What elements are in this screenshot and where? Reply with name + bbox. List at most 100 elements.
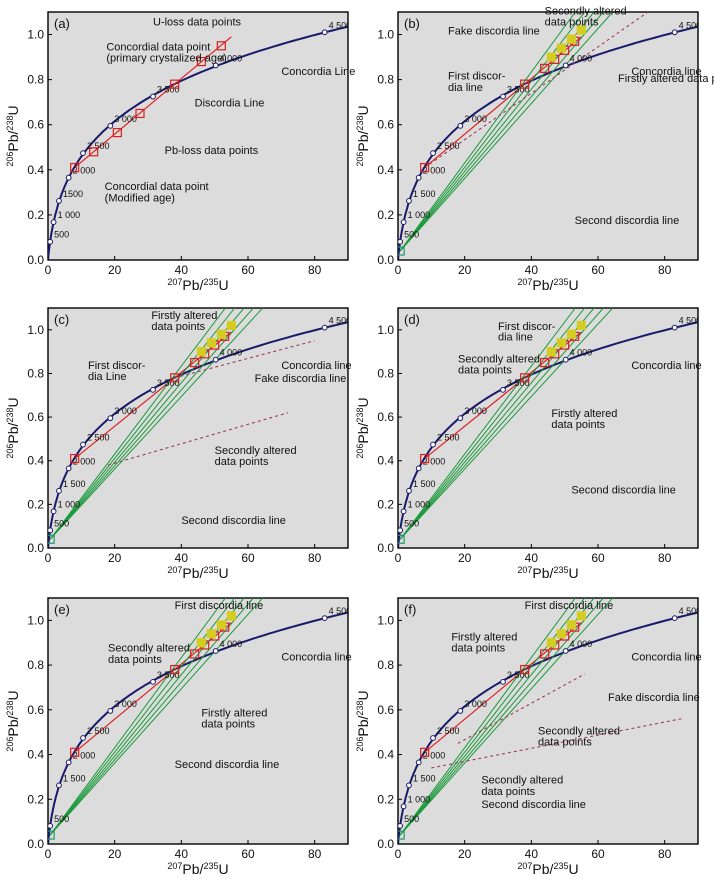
data-point xyxy=(546,638,556,648)
age-marker xyxy=(415,174,422,181)
data-point xyxy=(196,347,206,357)
y-axis-label: 206Pb/238U xyxy=(5,690,21,751)
x-tick-label: 80 xyxy=(658,551,672,565)
annotation-label: Second discordia line xyxy=(571,484,676,496)
y-tick-label: 0.6 xyxy=(377,410,394,424)
x-tick-label: 0 xyxy=(45,551,52,565)
age-marker xyxy=(398,527,404,534)
age-marker xyxy=(80,441,86,448)
age-label: 3 500 xyxy=(157,378,180,388)
x-tick-label: 0 xyxy=(395,847,402,861)
age-label: 4 500 Ma xyxy=(329,316,367,326)
data-point xyxy=(540,649,550,659)
data-point xyxy=(540,63,550,73)
age-label: 2 500 xyxy=(87,726,110,736)
x-tick-label: 0 xyxy=(395,551,402,565)
x-tick-label: 60 xyxy=(241,263,255,277)
plot-content: 500 1 000 1 500 2 000 2 500 3 000 3 500 4 000 4 … xyxy=(398,598,714,844)
annotation-label: Firstly altered xyxy=(451,631,517,643)
age-label: 3 000 xyxy=(114,406,137,416)
annotation-label: First discor- xyxy=(88,360,146,372)
age-label: 3 000 xyxy=(464,406,487,416)
fake-discordia-line xyxy=(457,673,585,744)
second-discordia-line xyxy=(399,12,604,252)
y-tick-label: 0.4 xyxy=(377,748,394,762)
x-tick-label: 0 xyxy=(395,263,402,277)
age-label: 3 500 xyxy=(507,85,530,95)
chart-panel-c: 500 1 000 1 500 2 000 2 500 3 000 3 500 4 000 4 … xyxy=(5,307,367,581)
x-axis-label: 207Pb/235U xyxy=(517,861,578,877)
x-tick-label: 20 xyxy=(458,551,472,565)
data-point xyxy=(216,329,226,339)
annotation-label: Secondly altered xyxy=(481,775,563,787)
annotation-label: First discor- xyxy=(498,321,556,333)
age-marker xyxy=(406,487,412,494)
age-marker xyxy=(65,759,72,766)
age-marker xyxy=(150,678,156,685)
annotation-label: (primary crystalized age) xyxy=(106,53,226,65)
data-point xyxy=(48,534,55,544)
y-axis-label: 206Pb/238U xyxy=(355,690,371,751)
annotation-label: First discordia line xyxy=(525,600,614,612)
data-point xyxy=(170,373,180,383)
age-label: 1 000 xyxy=(408,499,431,509)
x-tick-label: 20 xyxy=(458,847,472,861)
y-tick-label: 0.8 xyxy=(27,73,44,87)
data-point xyxy=(190,649,200,659)
x-tick-label: 20 xyxy=(108,551,122,565)
y-tick-label: 0.6 xyxy=(377,118,394,132)
y-tick-label: 0.6 xyxy=(27,703,44,717)
data-point xyxy=(576,611,586,621)
age-marker xyxy=(65,465,72,472)
age-label: 500 xyxy=(404,230,419,240)
annotation-label: data points xyxy=(538,737,592,749)
annotation-label: Secondly altered xyxy=(538,725,620,737)
data-point xyxy=(398,830,405,840)
annotation-label: Second discordia line xyxy=(181,515,286,527)
y-tick-label: 0.6 xyxy=(377,703,394,717)
x-tick-label: 80 xyxy=(658,263,672,277)
age-marker xyxy=(415,465,422,472)
second-discordia-line xyxy=(49,598,254,836)
y-tick-label: 1.0 xyxy=(377,613,394,627)
y-tick-label: 0.6 xyxy=(27,118,44,132)
age-label: 4 500 Ma xyxy=(679,606,714,616)
annotation-label: data points xyxy=(451,643,505,655)
age-marker xyxy=(107,708,114,714)
age-marker xyxy=(671,615,678,622)
plot-content: 500 1 500 2 000 2 500 3 000 3 500 4 000 4 500 M… xyxy=(48,598,348,844)
data-point xyxy=(546,52,556,62)
age-marker xyxy=(500,93,506,100)
plot-content: 500 1 000 1500 2 000 2 500 3 000 3 500 4 000 4 5… xyxy=(48,20,348,260)
age-label: 3 500 xyxy=(157,85,180,95)
age-marker xyxy=(150,386,156,393)
x-tick-label: 80 xyxy=(658,847,672,861)
age-label: 1 000 xyxy=(58,210,81,220)
data-point xyxy=(190,357,200,368)
data-point xyxy=(48,830,55,840)
x-tick-label: 0 xyxy=(45,847,52,861)
chart-panel-d: 500 1 000 1 500 2 000 2 500 3 000 3 500 4 000 4 … xyxy=(355,307,702,581)
x-tick-label: 40 xyxy=(175,847,189,861)
x-tick-label: 80 xyxy=(308,551,322,565)
age-label: 2 500 xyxy=(437,141,460,151)
chart-panel-e: 500 1 500 2 000 2 500 3 000 3 500 4 000 4 500 M… xyxy=(5,597,352,877)
annotation-label: Firstly altered xyxy=(151,310,217,322)
second-discordia-line xyxy=(49,598,226,836)
y-tick-label: 0.0 xyxy=(377,837,394,851)
age-label: 2 500 xyxy=(437,433,460,443)
panel-label: (e) xyxy=(54,602,70,617)
data-point xyxy=(170,79,180,89)
x-axis-label: 207Pb/235U xyxy=(517,565,578,581)
x-tick-label: 80 xyxy=(308,847,322,861)
annotation-label: dia line xyxy=(448,82,483,94)
fake-discordia-line xyxy=(431,718,682,769)
data-point xyxy=(566,34,576,44)
age-marker xyxy=(671,324,678,331)
data-point xyxy=(398,534,405,544)
age-label: 4 000 xyxy=(220,639,243,649)
age-label: 4 000 xyxy=(220,53,243,63)
annotation-label: dia Line xyxy=(88,371,127,383)
annotation-label: data points xyxy=(551,419,605,431)
